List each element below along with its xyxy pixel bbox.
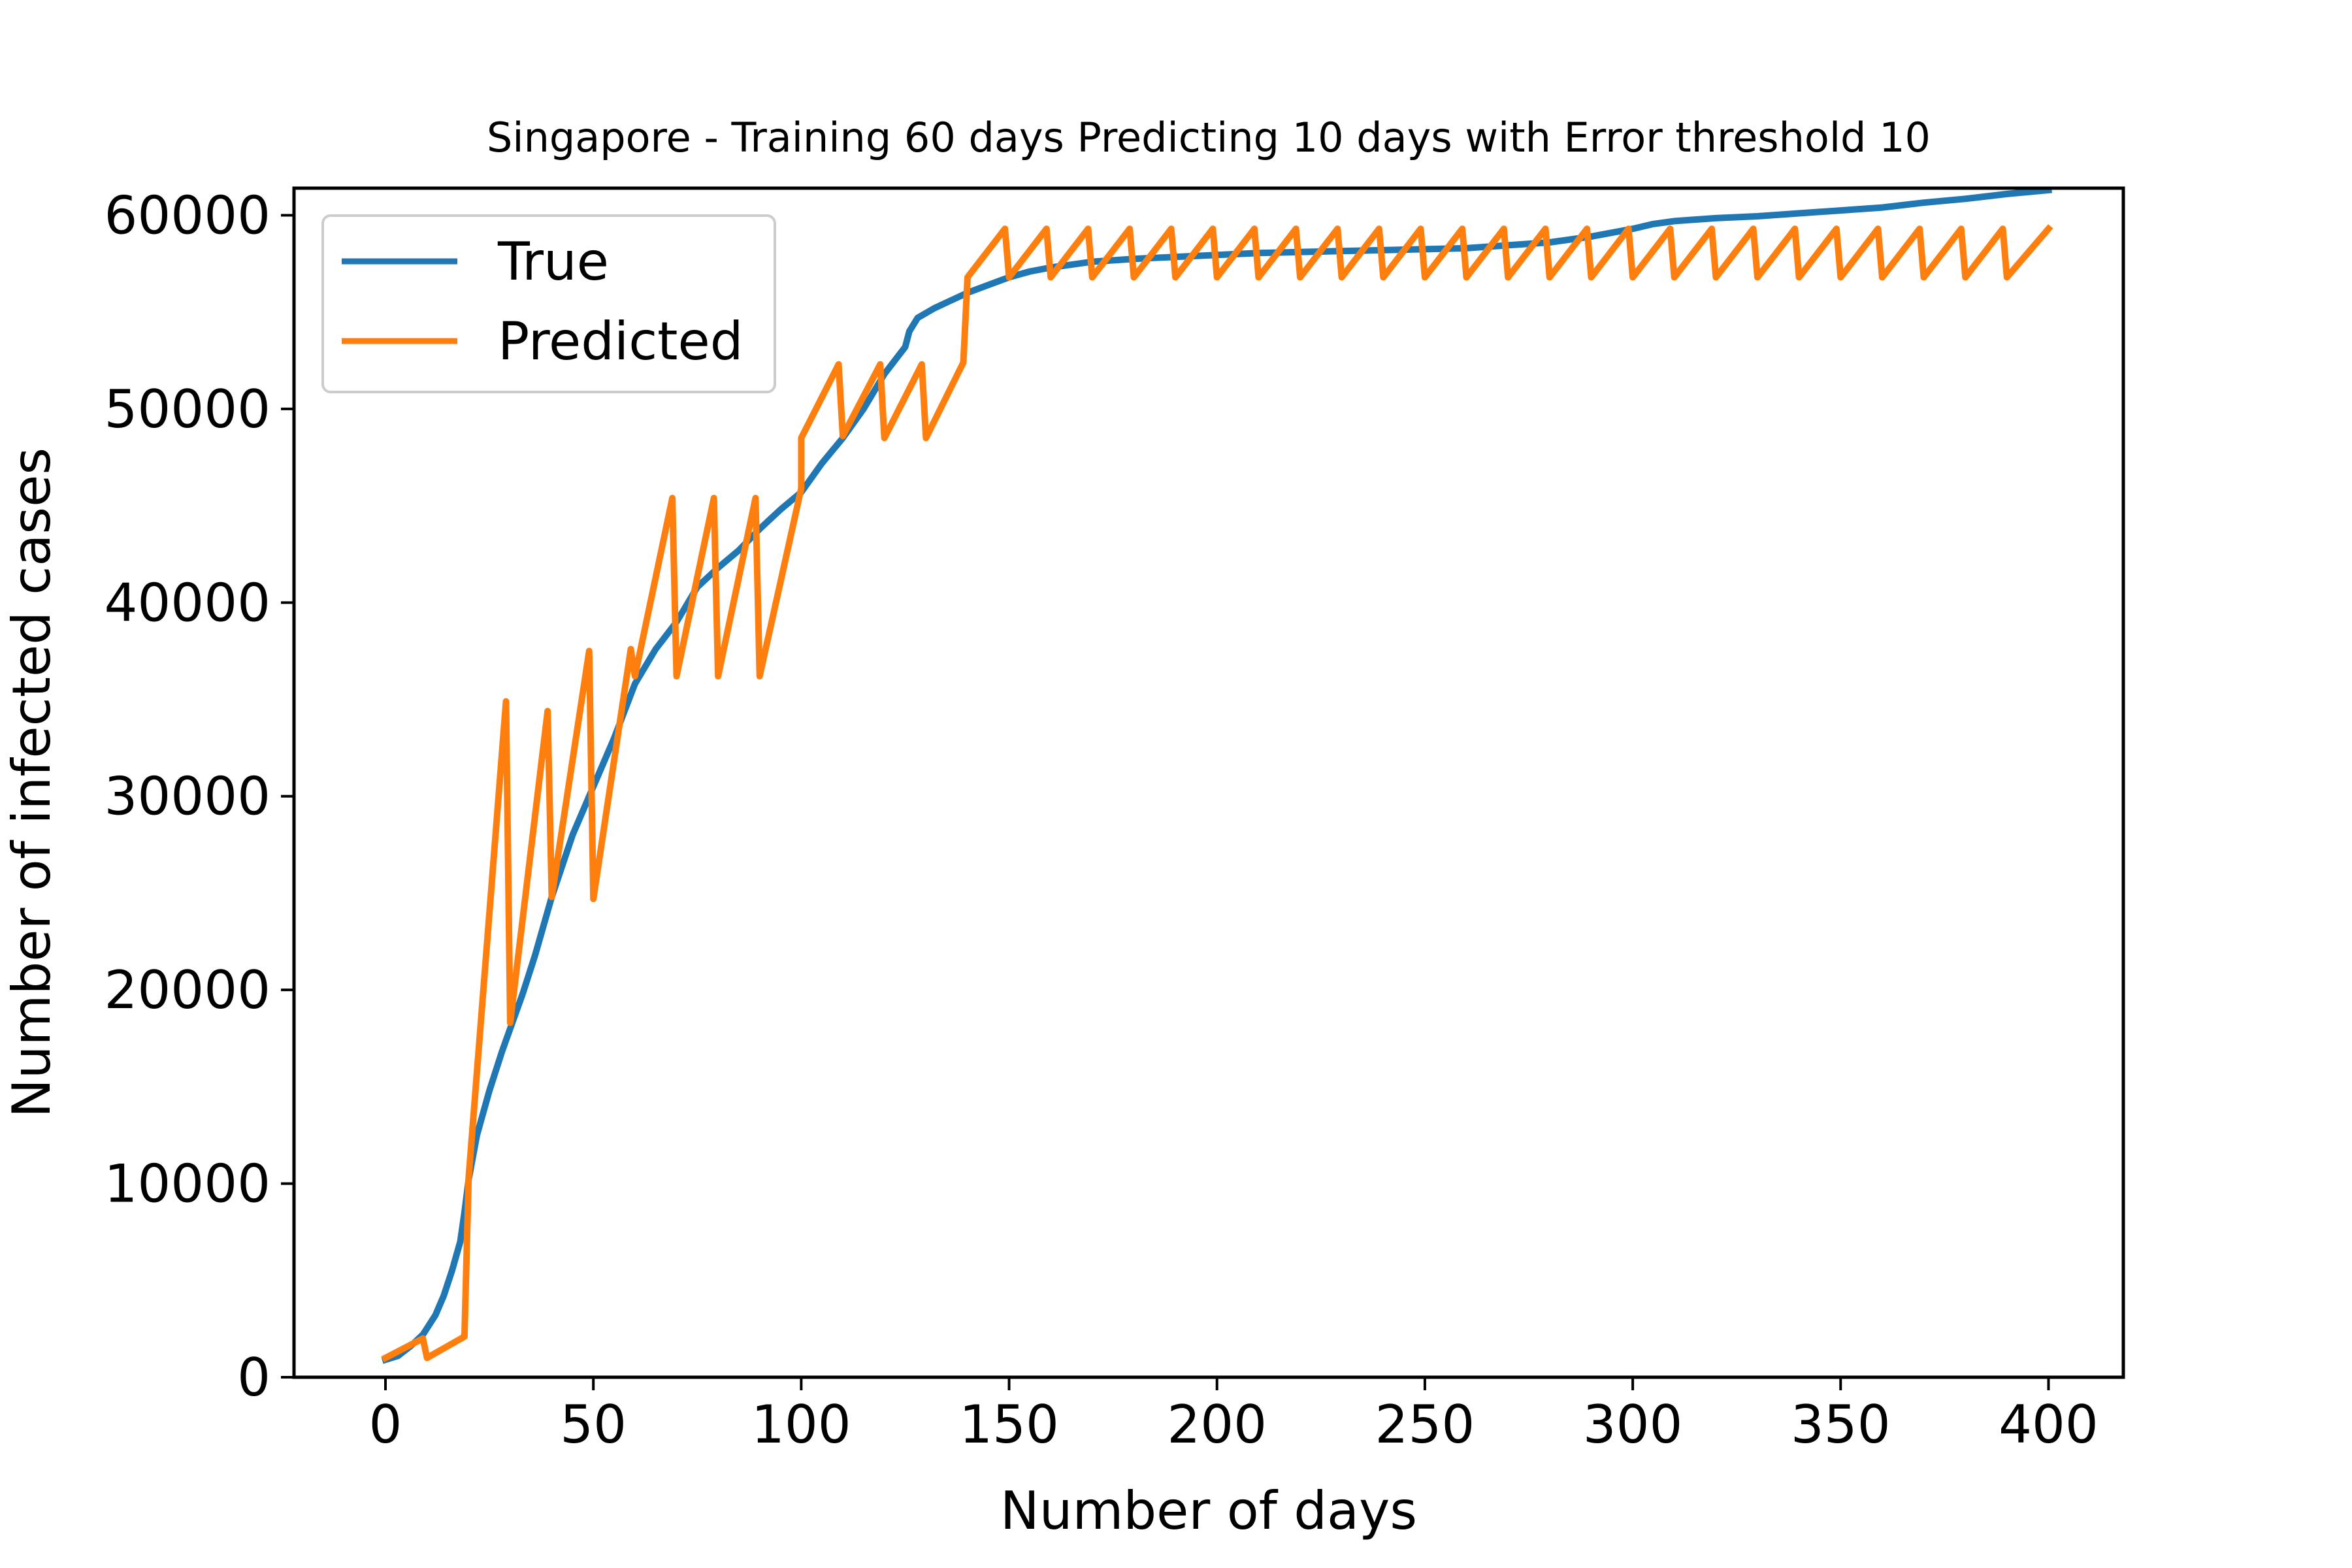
series-line-predicted	[381, 224, 2053, 1363]
legend-label-true: True	[497, 231, 609, 292]
x-tick-label: 300	[1583, 1394, 1683, 1455]
y-tick-label: 40000	[105, 572, 271, 633]
series-layer	[381, 186, 2053, 1364]
x-tick-label: 200	[1167, 1394, 1267, 1455]
chart-title: Singapore - Training 60 days Predicting …	[487, 114, 1931, 161]
y-axis: 0 10000 20000 30000 40000 50000 60000	[105, 185, 294, 1408]
y-tick-label: 50000	[105, 379, 271, 440]
x-tick-label: 400	[1999, 1394, 2099, 1455]
y-tick-label: 60000	[105, 185, 271, 246]
x-tick-label: 0	[369, 1394, 402, 1455]
y-tick-label: 30000	[105, 766, 271, 827]
y-tick-label: 0	[237, 1347, 270, 1408]
axes-frame	[292, 186, 2125, 1379]
y-tick-label: 10000	[105, 1154, 271, 1215]
x-axis: 0 50 100 150 200 250 300 350 400	[369, 1377, 2099, 1455]
legend: True Predicted	[321, 214, 776, 393]
x-tick-label: 350	[1791, 1394, 1891, 1455]
y-tick-label: 20000	[105, 960, 271, 1021]
x-tick-label: 50	[560, 1394, 627, 1455]
y-axis-label: Number of infected cases	[1, 448, 62, 1118]
x-tick-label: 250	[1375, 1394, 1475, 1455]
x-tick-label: 150	[959, 1394, 1059, 1455]
x-axis-label: Number of days	[1000, 1480, 1417, 1541]
legend-label-predicted: Predicted	[498, 311, 743, 372]
x-tick-label: 100	[751, 1394, 851, 1455]
